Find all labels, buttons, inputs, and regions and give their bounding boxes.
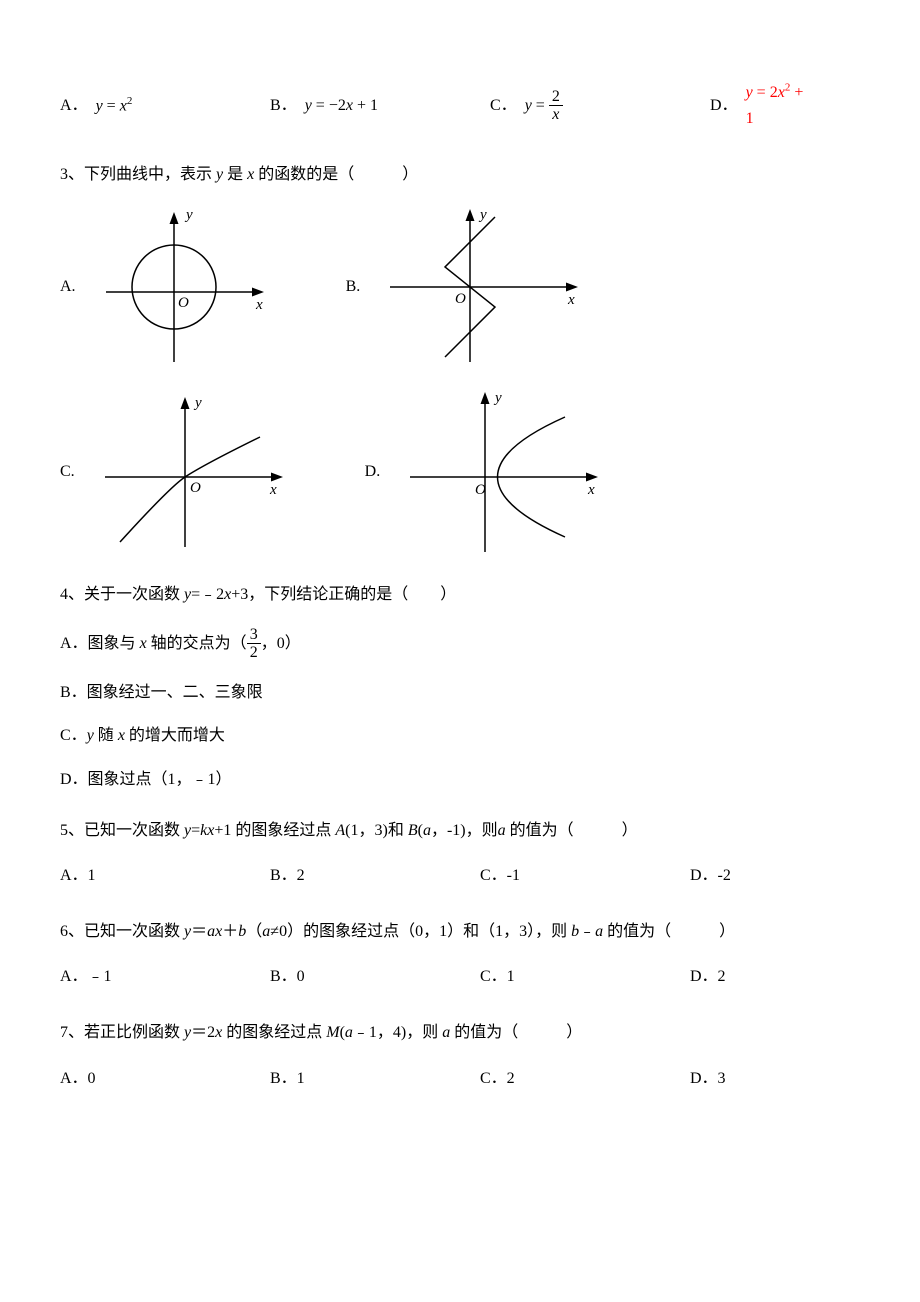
q3-graph-b: B. y x O	[346, 207, 581, 367]
q3-text: 3、下列曲线中，表示 y 是 x 的函数的是（ ）	[60, 162, 860, 188]
q7-opt-c: C．2	[480, 1066, 640, 1092]
q6-options: A．﹣1 B．0 C．1 D．2	[60, 964, 860, 990]
opt-label: A．	[60, 93, 88, 119]
q3-graphs-row2: C. y x O D. y x O	[60, 387, 860, 557]
graph-label-b: B.	[346, 274, 361, 300]
q6-opt-a: A．﹣1	[60, 964, 220, 990]
q5-opt-b: B．2	[270, 863, 430, 889]
q5-text: 5、已知一次函数 y=kx+1 的图象经过点 A(1，3)和 B(a，-1)，则…	[60, 818, 860, 844]
q7-text: 7、若正比例函数 y＝2x 的图象经过点 M(a﹣1，4)，则 a 的值为（ ）	[60, 1020, 860, 1046]
q7-opt-b: B．1	[270, 1066, 430, 1092]
graph-label-a: A.	[60, 274, 76, 300]
q4-opt-b: B．图象经过一、二、三象限	[60, 680, 860, 706]
svg-text:x: x	[587, 482, 595, 498]
graph-b-svg: y x O	[380, 207, 580, 367]
svg-text:O: O	[475, 482, 486, 498]
svg-text:y: y	[184, 207, 193, 223]
q5-opt-c: C．-1	[480, 863, 640, 889]
svg-text:y: y	[193, 395, 202, 411]
svg-text:O: O	[190, 480, 201, 496]
opt-label: C．	[490, 93, 517, 119]
q3-graph-d: D. y x O	[365, 387, 601, 557]
opt-formula: y = x2	[96, 93, 133, 119]
opt-label: D．	[710, 93, 738, 119]
q3-graph-c: C. y x O	[60, 392, 285, 552]
q6-opt-d: D．2	[690, 964, 726, 990]
q4-opt-c: C．y 随 x 的增大而增大	[60, 723, 860, 749]
q5-options: A．1 B．2 C．-1 D．-2	[60, 863, 860, 889]
q7-opt-a: A．0	[60, 1066, 220, 1092]
svg-text:O: O	[178, 295, 189, 311]
opt-formula: y = 2x2 + 1	[746, 80, 810, 132]
q2-opt-a: A． y = x2	[60, 93, 220, 119]
opt-label: B．	[270, 93, 297, 119]
svg-text:x: x	[269, 482, 277, 498]
q2-opt-b: B． y = −2x + 1	[270, 93, 440, 119]
q6-opt-c: C．1	[480, 964, 640, 990]
opt-formula: y = 2x	[525, 88, 563, 124]
q7-opt-d: D．3	[690, 1066, 726, 1092]
q5-opt-d: D．-2	[690, 863, 731, 889]
graph-label-d: D.	[365, 459, 381, 485]
svg-text:y: y	[478, 207, 487, 223]
svg-text:x: x	[255, 297, 263, 313]
q3-graphs-row1: A. y x O B. y x O	[60, 207, 860, 367]
svg-text:y: y	[493, 390, 502, 406]
svg-text:x: x	[567, 292, 575, 308]
q4-text: 4、关于一次函数 y=﹣2x+3，下列结论正确的是（ ）	[60, 582, 860, 608]
q3-graph-a: A. y x O	[60, 207, 266, 367]
q5-opt-a: A．1	[60, 863, 220, 889]
q7-options: A．0 B．1 C．2 D．3	[60, 1066, 860, 1092]
svg-text:O: O	[455, 291, 466, 307]
q6-text: 6、已知一次函数 y＝ax＋b（a≠0）的图象经过点（0，1）和（1，3），则 …	[60, 919, 860, 945]
q4-opt-d: D．图象过点（1，﹣1）	[60, 767, 860, 793]
q2-opt-d: D． y = 2x2 + 1	[710, 80, 810, 132]
graph-d-svg: y x O	[400, 387, 600, 557]
graph-c-svg: y x O	[95, 392, 285, 552]
q6-opt-b: B．0	[270, 964, 430, 990]
opt-formula: y = −2x + 1	[305, 93, 378, 119]
q4-opt-a: A．图象与 x 轴的交点为（32，0）	[60, 626, 860, 662]
graph-a-svg: y x O	[96, 207, 266, 367]
q2-options: A． y = x2 B． y = −2x + 1 C． y = 2x D． y …	[60, 80, 860, 132]
q2-opt-c: C． y = 2x	[490, 88, 660, 124]
graph-label-c: C.	[60, 459, 75, 485]
